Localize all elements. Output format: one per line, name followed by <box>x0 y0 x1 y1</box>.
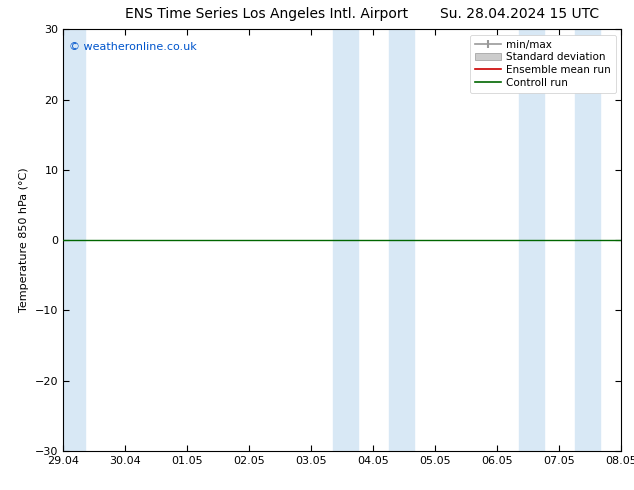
Bar <box>519 29 544 451</box>
Bar <box>54 29 85 451</box>
Text: ENS Time Series Los Angeles Intl. Airport: ENS Time Series Los Angeles Intl. Airpor… <box>125 7 408 22</box>
Text: © weatheronline.co.uk: © weatheronline.co.uk <box>69 42 197 52</box>
Bar <box>389 29 413 451</box>
Y-axis label: Temperature 850 hPa (°C): Temperature 850 hPa (°C) <box>20 168 30 313</box>
Bar <box>333 29 358 451</box>
Text: Su. 28.04.2024 15 UTC: Su. 28.04.2024 15 UTC <box>441 7 599 22</box>
Legend: min/max, Standard deviation, Ensemble mean run, Controll run: min/max, Standard deviation, Ensemble me… <box>470 35 616 93</box>
Bar <box>575 29 600 451</box>
